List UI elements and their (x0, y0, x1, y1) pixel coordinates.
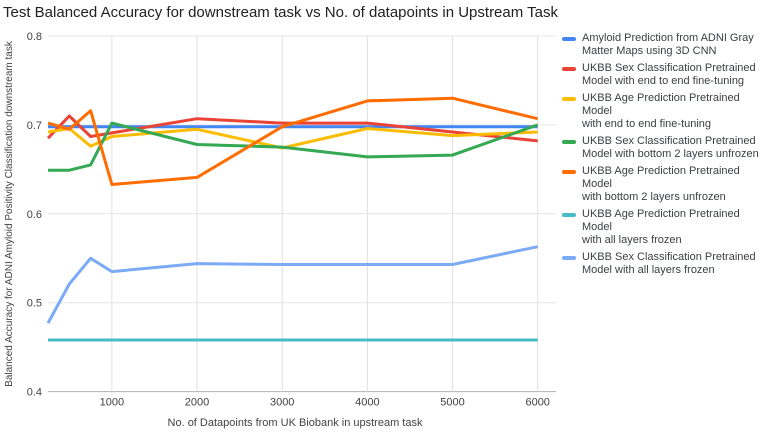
legend: Amyloid Prediction from ADNI Gray Matter… (562, 32, 762, 281)
legend-label: UKBB Age Prediction Pretrained Model wit… (582, 208, 740, 246)
gridlines (48, 35, 556, 393)
legend-label: UKBB Age Prediction Pretrained Model wit… (582, 165, 740, 203)
legend-item: UKBB Sex Classification Pretrained Model… (562, 62, 762, 88)
legend-label: UKBB Age Prediction Pretrained Model wit… (582, 92, 740, 130)
legend-swatch (562, 37, 576, 41)
series-lines (46, 96, 539, 342)
y-tick-label: 0.4 (27, 387, 42, 399)
legend-label: UKBB Sex Classification Pretrained Model… (582, 62, 756, 87)
x-tick-label: 2000 (185, 397, 209, 409)
x-tick-label: 1000 (100, 397, 124, 409)
legend-item: UKBB Sex Classification Pretrained Model… (562, 135, 762, 161)
series-line-2 (47, 127, 538, 150)
legend-item: UKBB Age Prediction Pretrained Model wit… (562, 92, 762, 131)
y-tick-label: 0.6 (27, 209, 42, 221)
series-line-4 (47, 96, 539, 186)
legend-item: UKBB Age Prediction Pretrained Model wit… (562, 208, 762, 247)
chart-title: Test Balanced Accuracy for downstream ta… (3, 4, 558, 21)
legend-item: UKBB Sex Classification Pretrained Model… (562, 251, 762, 277)
legend-swatch (562, 213, 576, 217)
y-tick-label: 0.8 (27, 31, 42, 43)
legend-swatch (562, 170, 576, 174)
legend-label: UKBB Sex Classification Pretrained Model… (582, 135, 759, 160)
x-tick-label: 3000 (270, 397, 294, 409)
legend-swatch (562, 256, 576, 260)
x-tick-label: 5000 (440, 397, 464, 409)
legend-swatch (562, 97, 576, 101)
legend-label: UKBB Sex Classification Pretrained Model… (582, 251, 756, 276)
y-tick-label: 0.7 (27, 120, 42, 132)
tick-labels: 0.4 0.5 0.6 0.7 0.8 1000 2000 3000 4000 5000 6000 (27, 31, 550, 409)
legend-item: UKBB Age Prediction Pretrained Model wit… (562, 165, 762, 204)
legend-label: Amyloid Prediction from ADNI Gray Matter… (582, 32, 754, 57)
legend-swatch (562, 140, 576, 144)
series-line-3 (48, 121, 539, 172)
series-line-6 (46, 245, 539, 324)
x-axis-title: No. of Datapoints from UK Biobank in ups… (168, 417, 423, 429)
legend-item: Amyloid Prediction from ADNI Gray Matter… (562, 32, 762, 58)
y-axis-title: Balanced Accuracy for ADNI Amyloid Posit… (4, 40, 15, 387)
y-tick-label: 0.5 (27, 298, 42, 310)
legend-swatch (562, 67, 576, 71)
x-tick-label: 6000 (525, 397, 549, 409)
x-tick-label: 4000 (355, 397, 379, 409)
